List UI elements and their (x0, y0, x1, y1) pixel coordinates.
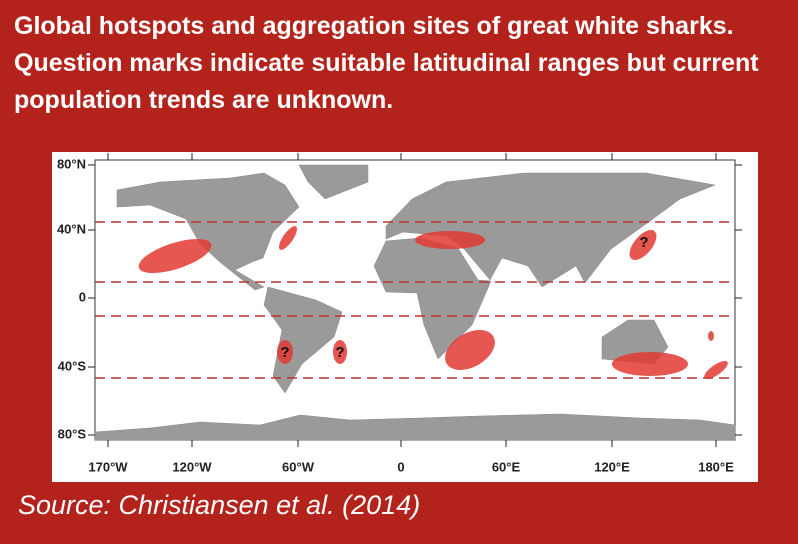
map-labels: 80°N 40°N 0 40°S 80°S 170°W 120°W 60°W 0 60°E 120°… (57, 153, 742, 474)
latitude-label: 80°S (58, 426, 87, 441)
hotspot (333, 340, 347, 364)
latitude-label: 80°N (57, 156, 86, 171)
title: Global hotspots and aggregation sites of… (14, 12, 759, 114)
latitude-label: 0 (79, 289, 86, 304)
africa (373, 237, 492, 360)
greenland (298, 164, 369, 200)
latitude-label: 40°N (57, 221, 86, 236)
question-mark: ? (639, 234, 648, 251)
hotspot (708, 331, 714, 341)
hotspot (445, 330, 495, 370)
longitude-label: 120°W (172, 459, 212, 474)
north-america (116, 172, 300, 291)
hotspot (704, 360, 728, 380)
latitude-label: 40°S (58, 358, 87, 373)
longitude-label: 0 (397, 459, 404, 474)
source: Source: Christiansen et al. (2014) (18, 490, 421, 520)
question-mark: ? (335, 344, 344, 361)
hotspot (278, 226, 298, 250)
hotspots (138, 226, 728, 380)
question-mark: ? (280, 344, 289, 361)
longitude-label: 60°E (492, 459, 521, 474)
hotspot (138, 238, 212, 274)
hotspot (277, 340, 293, 364)
latitude-lines (95, 221, 735, 379)
antarctica (94, 413, 736, 441)
hotspot (612, 352, 688, 376)
eurasia (385, 172, 716, 288)
longitude-label: 120°E (594, 459, 630, 474)
land (94, 164, 736, 441)
longitude-label: 170°W (88, 459, 128, 474)
hotspot (415, 231, 485, 249)
longitude-label: 180°E (698, 459, 734, 474)
hotspot (629, 230, 657, 260)
map-figure: 80°N 40°N 0 40°S 80°S 170°W 120°W 60°W 0 60°E 120°… (52, 152, 758, 482)
longitude-label: 60°W (282, 459, 315, 474)
